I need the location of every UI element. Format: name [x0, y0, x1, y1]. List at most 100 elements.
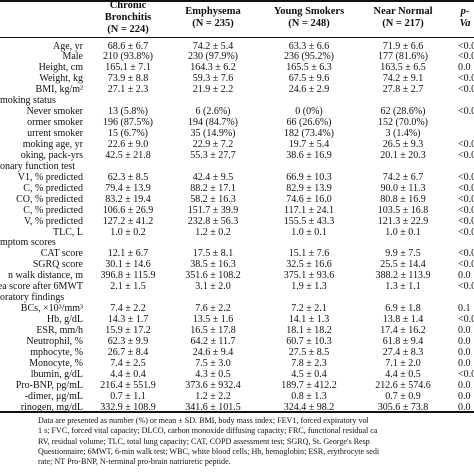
cell-young-smokers: 27.5 ± 8.5: [288, 346, 330, 358]
cell-chronic-bronchitis: 396.8 ± 115.9: [100, 270, 156, 282]
cell-emphysema: 151.7 ± 39.9: [187, 204, 239, 216]
cell-chronic-bronchitis: 2.1 ± 1.5: [110, 281, 146, 293]
cell-chronic-bronchitis: 216.4 ± 551.9: [100, 379, 156, 391]
cell-chronic-bronchitis: 14.3 ± 1.7: [107, 314, 149, 325]
cell-near-normal: 27.8 ± 2.7: [382, 84, 424, 96]
cell-p-value: 0.0: [458, 390, 471, 402]
cell-young-smokers: 32.5 ± 16.6: [286, 259, 332, 271]
section-row: onary function test: [0, 161, 474, 173]
table-row: oking, pack-yrs 42.5 ± 21.8 55.3 ± 27.7 38.…: [0, 150, 474, 162]
cell-chronic-bronchitis: 127.2 ± 41.2: [102, 215, 154, 227]
cell-emphysema: 7.5 ± 3.0: [195, 357, 231, 369]
cell-near-normal: 27.4 ± 8.3: [382, 346, 424, 358]
header-line: Near Normal: [373, 6, 433, 17]
row-label: Neutrophil, %: [26, 335, 83, 347]
cell-near-normal: 177 (81.6%): [378, 51, 428, 63]
cell-chronic-bronchitis: 196 (87.5%): [103, 117, 153, 129]
header-line: Young Smokers: [273, 6, 345, 17]
row-label: Weight, kg: [39, 73, 83, 85]
cell-young-smokers: 7.2 ± 2.1: [291, 303, 327, 315]
header-rule: [0, 37, 474, 38]
cell-near-normal: 25.5 ± 14.4: [380, 259, 426, 271]
cell-young-smokers: 63.3 ± 6.6: [288, 40, 330, 52]
cell-p-value: <0.0: [458, 51, 474, 63]
cell-young-smokers: 236 (95.2%): [284, 51, 334, 63]
table-row: Monocyte, % 7.4 ± 2.5 7.5 ± 3.0 7.8 ± 2.3 7.…: [0, 358, 474, 370]
cell-p-value: <0.0: [458, 368, 474, 380]
header-line: (N = 224): [107, 24, 149, 35]
cell-young-smokers: 189.7 ± 412.2: [281, 379, 337, 391]
cell-young-smokers: 117.1 ± 24.1: [283, 204, 335, 216]
cell-young-smokers: 0.8 ± 1.3: [291, 390, 327, 402]
cell-near-normal: 1.3 ± 1.1: [385, 281, 421, 293]
cell-young-smokers: 82.9 ± 13.9: [286, 182, 332, 194]
cell-p-value: 0.0: [458, 379, 471, 391]
table-row: V, % predicted 127.2 ± 41.2 232.8 ± 56.3 15…: [0, 216, 474, 228]
cell-young-smokers: 1.0 ± 0.1: [291, 226, 327, 238]
cell-young-smokers: 324.4 ± 98.2: [283, 401, 335, 413]
cell-near-normal: 7.1 ± 2.0: [385, 357, 421, 369]
header-line: Emphysema: [185, 6, 241, 17]
cell-emphysema: 24.6 ± 9.4: [192, 346, 234, 358]
cell-near-normal: 80.8 ± 16.9: [380, 193, 426, 205]
cell-p-value: <0.0: [458, 149, 474, 161]
cell-chronic-bronchitis: 73.9 ± 8.8: [107, 73, 149, 85]
cell-near-normal: 4.4 ± 0.5: [385, 368, 421, 380]
row-label: -dimer, μg/mL: [24, 390, 83, 402]
cell-young-smokers: 19.7 ± 5.4: [288, 139, 330, 150]
cell-chronic-bronchitis: 42.5 ± 21.8: [105, 149, 151, 161]
cell-young-smokers: 60.7 ± 10.3: [286, 335, 332, 347]
cell-near-normal: 9.9 ± 7.5: [385, 248, 421, 260]
cell-near-normal: 3 (1.4%): [385, 128, 421, 139]
header-chronic-bronchitis: Chronic Bronchitis (N = 224): [83, 0, 173, 36]
table-row: Male 210 (93.8%) 230 (97.9%) 236 (95.2%) 177…: [0, 51, 474, 63]
row-label: Monocyte, %: [29, 357, 83, 369]
cell-p-value: 0.0: [458, 324, 471, 336]
cell-emphysema: 3.1 ± 2.0: [195, 281, 231, 293]
cell-young-smokers: 14.1 ± 1.3: [288, 314, 330, 325]
table-row: -dimer, μg/mL 0.7 ± 1.1 1.2 ± 2.2 0.8 ± 1.3…: [0, 391, 474, 403]
row-label: Hb, g/dL: [46, 314, 83, 325]
table-row: BMI, kg/m² 27.1 ± 2.3 21.9 ± 2.2 24.6 ± 2.9…: [0, 84, 474, 96]
cell-emphysema: 55.3 ± 27.7: [190, 149, 236, 161]
header-line: (N = 235): [192, 18, 234, 29]
table-row: Height, cm 165.1 ± 7.1 164.3 ± 6.2 165.5 ± …: [0, 62, 474, 74]
row-label: BMI, kg/m²: [35, 84, 83, 96]
cell-chronic-bronchitis: 7.4 ± 2.2: [110, 303, 146, 315]
cell-young-smokers: 1.9 ± 1.3: [291, 281, 327, 293]
table-top-rule: [0, 0, 474, 2]
cell-emphysema: 21.9 ± 2.2: [192, 84, 234, 96]
cell-p-value: <0.0: [458, 314, 474, 325]
section-row: oratory findings: [0, 292, 474, 304]
footnote-line: RV, residual volume; TLC, total lung cap…: [38, 436, 370, 446]
cell-p-value: <0.0: [458, 215, 474, 227]
table-row: Hb, g/dL 14.3 ± 1.7 13.5 ± 1.6 14.1 ± 1.3 13…: [0, 314, 474, 326]
cell-near-normal: 74.2 ± 6.7: [382, 171, 424, 183]
cell-young-smokers: 38.6 ± 16.9: [286, 149, 332, 161]
cell-near-normal: 62 (28.6%): [380, 106, 426, 118]
cell-p-value: <0.0: [458, 248, 474, 260]
cell-emphysema: 341.6 ± 101.5: [185, 401, 241, 413]
table-row: urrent smoker 15 (6.7%) 35 (14.9%) 182 (73.…: [0, 128, 474, 140]
cell-chronic-bronchitis: 12.1 ± 6.7: [107, 248, 149, 260]
cell-young-smokers: 155.5 ± 43.3: [283, 215, 335, 227]
cell-emphysema: 164.3 ± 6.2: [190, 62, 236, 74]
cell-emphysema: 88.2 ± 17.1: [190, 182, 236, 194]
table-row: Weight, kg 73.9 ± 8.8 59.3 ± 7.6 67.5 ± 9.6…: [0, 73, 474, 85]
cell-p-value: <0.0: [458, 84, 474, 96]
cell-chronic-bronchitis: 30.1 ± 14.6: [105, 259, 151, 271]
cell-emphysema: 22.9 ± 7.2: [192, 139, 234, 150]
footnote-line: Data are presented as number (%) or mean…: [38, 416, 369, 425]
cell-near-normal: 0.7 ± 0.9: [385, 390, 421, 402]
cell-near-normal: 121.3 ± 22.9: [377, 215, 429, 227]
cell-near-normal: 74.2 ± 9.1: [382, 73, 424, 85]
table-row: TLC, L 1.0 ± 0.2 1.2 ± 0.2 1.0 ± 0.1 1.0 ± 0…: [0, 227, 474, 239]
table-row: rinogen, mg/dL 332.9 ± 108.9 341.6 ± 101.5…: [0, 402, 474, 414]
row-label: CAT score: [40, 248, 83, 260]
cell-emphysema: 6 (2.6%): [195, 106, 231, 118]
footnote-line: 1 s; FVC, forced vital capacity; DLCO, c…: [38, 426, 378, 436]
row-label: Never smoker: [26, 106, 83, 118]
section-label: mptom scores: [0, 237, 56, 249]
cell-p-value: <0.0: [458, 204, 474, 216]
